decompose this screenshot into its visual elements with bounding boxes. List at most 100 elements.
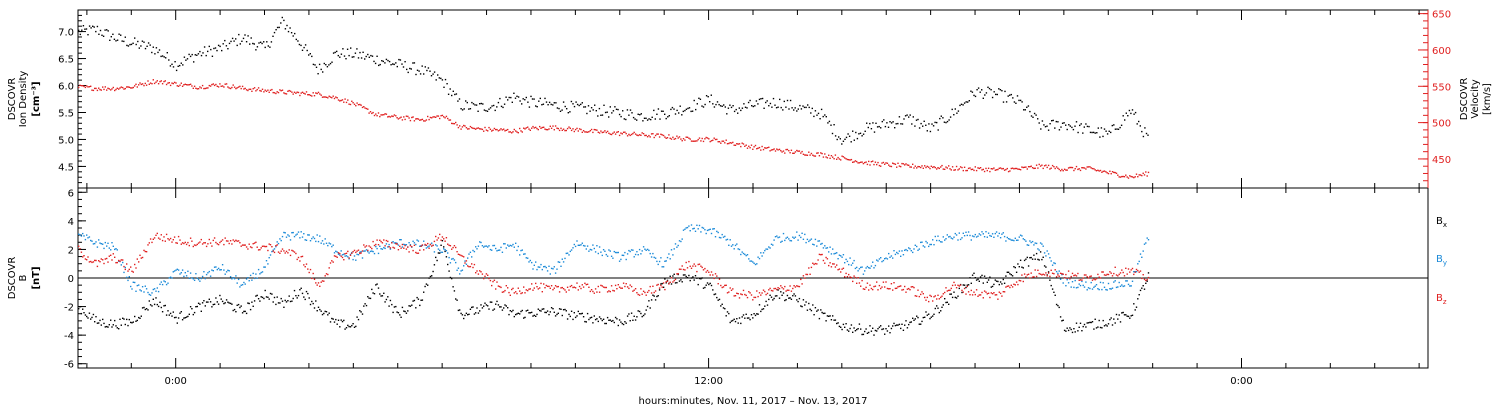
by-point xyxy=(959,238,962,241)
bz-point xyxy=(868,289,870,291)
by-point xyxy=(720,237,722,239)
bx-point xyxy=(217,303,220,305)
by-point xyxy=(144,285,146,287)
bx-point xyxy=(192,313,194,316)
bz-point xyxy=(1021,274,1023,276)
velocity-point xyxy=(361,106,364,109)
bx-point xyxy=(144,308,146,311)
bz-point xyxy=(500,286,502,289)
bz-point xyxy=(223,243,225,246)
density-point xyxy=(126,44,128,47)
velocity-point xyxy=(638,134,641,136)
by-point xyxy=(1057,272,1059,275)
by-point xyxy=(120,264,122,266)
density-point xyxy=(382,60,384,63)
by-point xyxy=(364,250,366,252)
bz-point xyxy=(1106,273,1108,276)
density-point xyxy=(337,54,339,57)
velocity-point xyxy=(814,155,817,157)
velocity-tick-label: 650 xyxy=(1432,10,1451,21)
bz-point xyxy=(464,262,466,264)
density-point xyxy=(1049,123,1051,125)
by-point xyxy=(786,236,789,238)
bz-point xyxy=(696,270,698,273)
by-point xyxy=(993,236,995,238)
velocity-point xyxy=(531,127,533,129)
density-point xyxy=(671,106,674,109)
bx-point xyxy=(752,317,754,319)
by-point xyxy=(369,250,372,253)
by-point xyxy=(237,278,240,281)
density-point xyxy=(1094,132,1096,134)
bx-point xyxy=(1131,314,1134,316)
bx-point xyxy=(958,287,960,290)
density-point xyxy=(702,106,705,108)
by-point xyxy=(600,251,602,253)
by-point xyxy=(686,226,689,229)
velocity-point xyxy=(853,161,855,163)
velocity-point xyxy=(421,118,424,121)
density-point xyxy=(486,110,489,112)
bx-point xyxy=(305,290,308,293)
bx-point xyxy=(208,298,210,300)
velocity-point xyxy=(1082,167,1084,169)
bz-point xyxy=(951,284,954,287)
velocity-point xyxy=(195,87,197,89)
velocity-point xyxy=(481,128,484,131)
density-point xyxy=(887,126,890,128)
bx-point xyxy=(540,310,542,312)
velocity-point xyxy=(742,143,745,145)
bz-point xyxy=(790,290,793,292)
velocity-point xyxy=(136,86,138,88)
density-point xyxy=(489,107,492,109)
velocity-point xyxy=(973,169,975,172)
density-point xyxy=(1071,126,1073,129)
bx-point xyxy=(954,296,956,299)
bz-point xyxy=(1039,273,1042,275)
bx-point xyxy=(1033,254,1035,256)
bz-point xyxy=(634,288,637,290)
by-point xyxy=(376,247,378,250)
by-point xyxy=(148,293,150,296)
density-point xyxy=(934,121,936,124)
velocity-point xyxy=(275,92,277,95)
bz-point xyxy=(272,250,274,252)
bx-point xyxy=(1045,266,1047,268)
by-point xyxy=(540,263,542,266)
density-point xyxy=(558,107,560,110)
velocity-point xyxy=(922,167,924,169)
density-point xyxy=(538,100,540,102)
density-point xyxy=(791,107,793,109)
bx-point xyxy=(349,326,352,328)
density-point xyxy=(883,119,885,121)
bz-point xyxy=(407,246,409,248)
bx-point xyxy=(88,312,91,314)
velocity-point xyxy=(535,126,537,129)
bx-point xyxy=(554,315,557,317)
velocity-point xyxy=(617,131,619,133)
velocity-point xyxy=(997,168,999,171)
by-point xyxy=(670,249,673,251)
bz-point xyxy=(267,249,269,252)
velocity-point xyxy=(280,90,282,92)
velocity-point xyxy=(989,170,991,173)
bz-point xyxy=(742,289,745,292)
density-point xyxy=(901,123,904,125)
velocity-point xyxy=(256,88,258,91)
velocity-point xyxy=(978,167,980,170)
bz-point xyxy=(114,256,116,258)
velocity-point xyxy=(620,132,622,134)
velocity-point xyxy=(291,91,293,93)
bx-point xyxy=(140,315,142,317)
velocity-point xyxy=(1029,166,1031,168)
by-point xyxy=(1041,243,1043,245)
by-point xyxy=(1018,236,1020,238)
velocity-point xyxy=(608,132,610,134)
by-point xyxy=(114,248,116,251)
by-point xyxy=(257,268,260,271)
bx-point xyxy=(622,323,625,326)
bz-point xyxy=(1118,273,1120,276)
density-point xyxy=(208,45,210,48)
by-point xyxy=(1126,280,1128,282)
velocity-point xyxy=(345,101,348,104)
